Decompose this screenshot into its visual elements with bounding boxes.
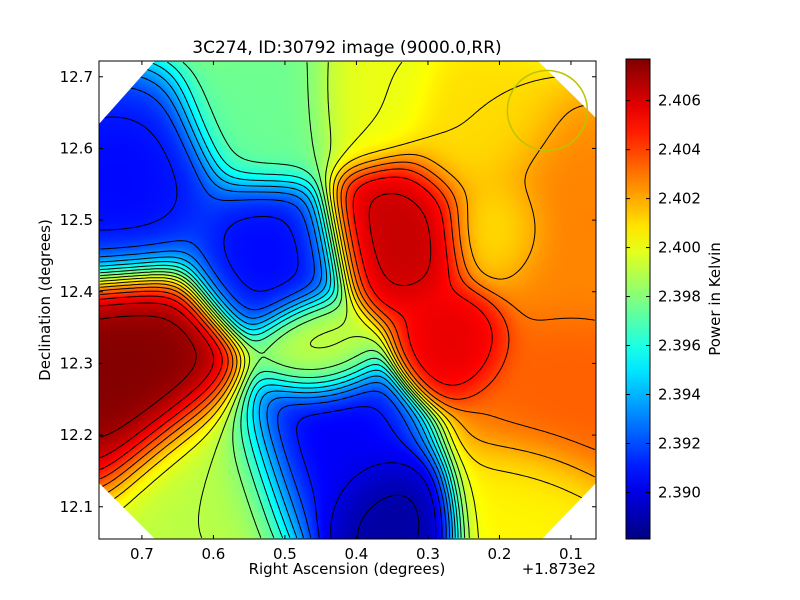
contour-line — [100, 61, 479, 538]
colorbar-tick-label: 2.400 — [658, 239, 701, 257]
x-tick-label: 0.7 — [130, 545, 154, 563]
x-tick-label: 0.6 — [201, 545, 225, 563]
x-axis-label: Right Ascension (degrees) — [249, 560, 446, 578]
contour-line — [100, 193, 432, 459]
colorbar-tick-label: 2.390 — [658, 483, 701, 501]
x-tick-label: 0.3 — [416, 545, 440, 563]
contour-line — [100, 61, 459, 538]
colorbar-tick-label: 2.404 — [658, 141, 701, 159]
y-axis-label: Declination (degrees) — [36, 219, 54, 381]
contour-line — [100, 62, 470, 538]
contour-line — [100, 168, 510, 480]
y-axis-ticks: 12.1 12.2 12.3 12.4 12.5 12.6 12.7 — [60, 68, 596, 516]
colorbar-label: Power in Kelvin — [706, 242, 724, 356]
colorbar-tick-label: 2.396 — [658, 337, 701, 355]
colorbar-tick-label: 2.398 — [658, 288, 701, 306]
x-tick-label: 0.5 — [273, 545, 297, 563]
heatmap-image — [99, 61, 596, 539]
colorbar-ticks: 2.390 2.392 2.394 2.396 2.398 2.400 2.402 2.404… — [626, 92, 701, 501]
x-tick-label: 0.2 — [488, 545, 512, 563]
beam-circle — [506, 69, 589, 152]
x-tick-label: 0.1 — [559, 545, 583, 563]
contour-line — [100, 62, 466, 538]
contour-line — [330, 462, 437, 538]
colorbar-gradient — [626, 59, 650, 539]
colorbar-tick-label: 2.394 — [658, 386, 701, 404]
chart-title: 3C274, ID:30792 image (9000.0,RR) — [192, 38, 501, 58]
y-tick-label: 12.2 — [60, 426, 93, 444]
x-tick-label: 0.4 — [345, 545, 369, 563]
contour-line — [100, 315, 197, 438]
contour-line — [357, 494, 420, 538]
y-tick-label: 12.7 — [60, 68, 93, 86]
y-tick-label: 12.5 — [60, 211, 93, 229]
contour-line — [100, 116, 443, 538]
plot-area: 0.7 0.6 0.5 0.4 0.3 0.2 0.1 12.112.212.312.412… — [60, 60, 597, 563]
plot-frame — [98, 60, 597, 540]
y-tick-label: 12.6 — [60, 139, 93, 157]
x-axis-ticks: 0.7 0.6 0.5 0.4 0.3 0.2 0.1 — [130, 61, 583, 563]
colorbar-tick-label: 2.402 — [658, 190, 701, 208]
contour-line — [100, 61, 462, 538]
colorbar-tick-label: 2.406 — [658, 92, 701, 110]
contour-line — [99, 104, 596, 497]
y-tick-label: 12.4 — [60, 283, 93, 301]
colorbar-frame — [625, 58, 651, 540]
y-tick-label: 12.3 — [60, 354, 93, 372]
contour-line — [99, 161, 595, 488]
contour-lines — [99, 61, 596, 538]
colorbar-tick-label: 2.392 — [658, 434, 701, 452]
contour-line — [100, 176, 493, 470]
colorbar: 2.390 2.392 2.394 2.396 2.398 2.400 2.402 2.404… — [625, 58, 724, 540]
x-axis-offset-label: +1.873e2 — [522, 560, 596, 578]
y-tick-label: 12.1 — [60, 498, 93, 516]
